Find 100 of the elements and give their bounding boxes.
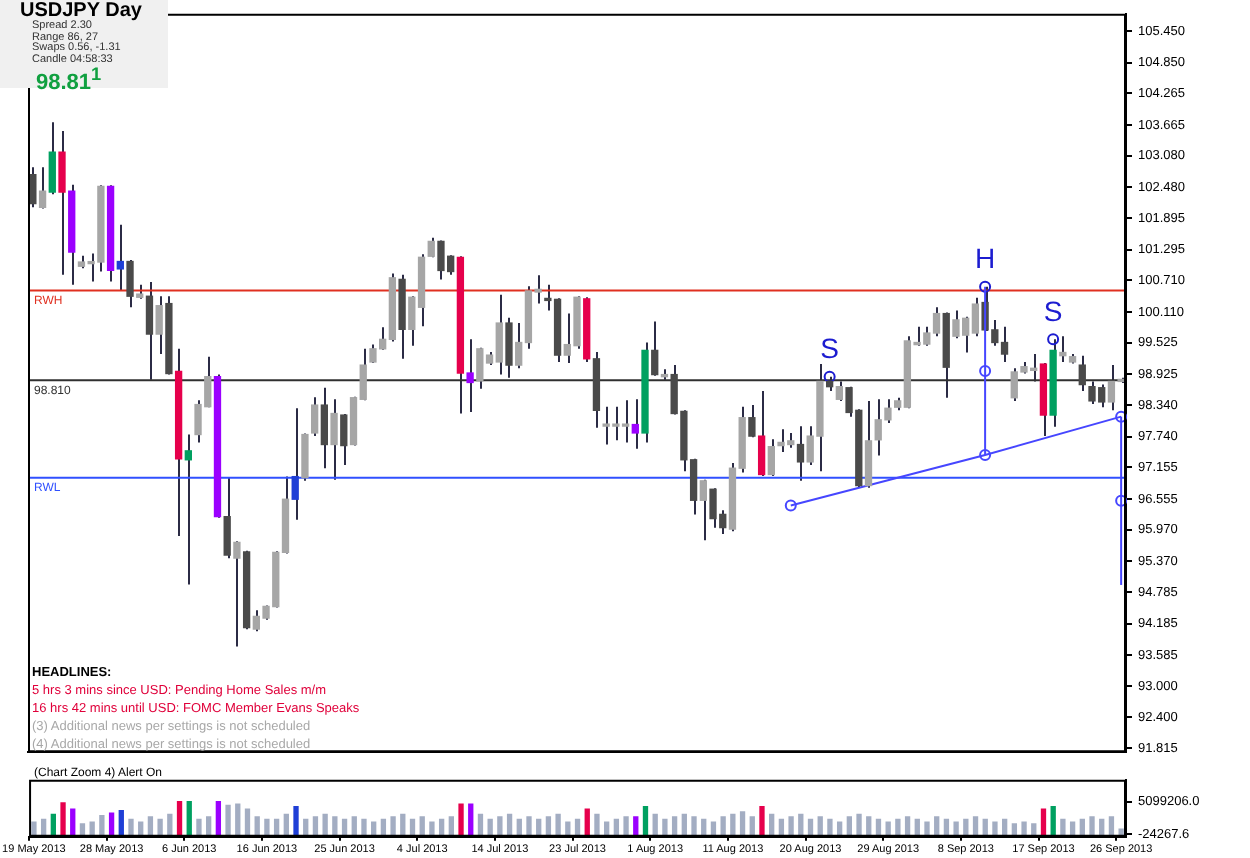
- candlestick: [1107, 364, 1116, 412]
- point: [1115, 410, 1128, 423]
- bar: [409, 818, 416, 835]
- bar: [128, 818, 134, 835]
- candlestick: [864, 399, 873, 489]
- bar: [943, 818, 950, 835]
- candlestick: [835, 380, 844, 402]
- bar: [157, 818, 163, 835]
- bar: [283, 813, 289, 835]
- bar: [254, 816, 260, 835]
- bar: [380, 818, 387, 835]
- candlestick: [651, 320, 659, 377]
- candlestick: [126, 258, 134, 309]
- candlestick: [699, 478, 707, 542]
- bar: [419, 816, 425, 835]
- chart-title: USDJPY Day: [20, 0, 144, 22]
- bar: [341, 818, 348, 835]
- bar: [1099, 818, 1105, 835]
- bar: [701, 818, 707, 835]
- bar: [545, 816, 552, 835]
- point: [784, 499, 797, 512]
- bar: [594, 813, 600, 835]
- bar: [662, 818, 668, 835]
- bar: [468, 803, 474, 835]
- candlestick: [310, 396, 319, 438]
- candlestick: [58, 130, 66, 276]
- bar: [108, 812, 115, 835]
- bar: [982, 818, 988, 835]
- candlestick: [116, 223, 124, 292]
- candlestick: [466, 338, 474, 413]
- text: 98.81$^{1}$: [36, 64, 104, 96]
- bar: [371, 821, 377, 835]
- bar: [671, 816, 678, 835]
- bar: [351, 816, 357, 835]
- bar: [633, 816, 639, 835]
- data-label: S: [820, 332, 839, 365]
- bar: [429, 821, 435, 835]
- bar: [681, 813, 687, 835]
- bar: [953, 821, 959, 835]
- candlestick: [748, 404, 756, 439]
- bar: [836, 821, 843, 835]
- bar: [235, 803, 241, 835]
- bar: [487, 818, 493, 835]
- bar: [40, 818, 47, 835]
- bar: [788, 816, 794, 835]
- bar: [642, 806, 649, 835]
- bar: [264, 818, 270, 835]
- bar: [778, 818, 785, 835]
- data-label: H: [974, 242, 996, 275]
- bar: [506, 813, 513, 835]
- bar: [1060, 818, 1066, 835]
- bar: [574, 818, 581, 835]
- bar: [691, 816, 697, 835]
- bar: [196, 818, 202, 835]
- bar: [652, 813, 658, 835]
- candlestick: [291, 407, 299, 521]
- bar: [400, 813, 406, 835]
- bar: [31, 821, 37, 835]
- candlestick: [184, 433, 192, 586]
- bar: [312, 816, 319, 835]
- candlestick: [330, 398, 338, 481]
- bar: [972, 816, 979, 835]
- candlestick: [145, 281, 154, 381]
- bar: [1108, 816, 1115, 835]
- candlestick: [1078, 354, 1086, 392]
- bar: [99, 815, 105, 835]
- bar: [1089, 816, 1095, 835]
- bar: [1011, 823, 1018, 835]
- bar: [613, 818, 620, 835]
- bar: [60, 802, 66, 835]
- bar: [992, 821, 998, 835]
- bar: [623, 816, 629, 835]
- bar: [497, 816, 503, 835]
- point: [979, 449, 992, 462]
- candlestick: [631, 398, 639, 450]
- bar: [914, 818, 920, 835]
- bar: [477, 813, 484, 835]
- candlestick: [48, 121, 56, 196]
- bar: [924, 821, 930, 835]
- bar: [895, 818, 901, 835]
- bar: [769, 813, 775, 835]
- bar: [332, 816, 338, 835]
- candlestick: [757, 389, 766, 478]
- bar: [963, 818, 969, 835]
- bar: [1021, 821, 1027, 835]
- bar: [807, 818, 814, 835]
- bar: [448, 816, 454, 835]
- bar: [186, 800, 192, 835]
- bar: [215, 800, 222, 835]
- bar: [273, 818, 280, 835]
- bar: [875, 818, 882, 835]
- bar: [176, 800, 183, 835]
- bar: [225, 804, 231, 835]
- bar: [1002, 818, 1008, 835]
- bar: [846, 816, 852, 835]
- bar: [1069, 821, 1076, 835]
- bar: [1118, 828, 1124, 835]
- candlestick: [320, 386, 329, 470]
- bar: [1040, 808, 1047, 835]
- bar: [526, 816, 532, 835]
